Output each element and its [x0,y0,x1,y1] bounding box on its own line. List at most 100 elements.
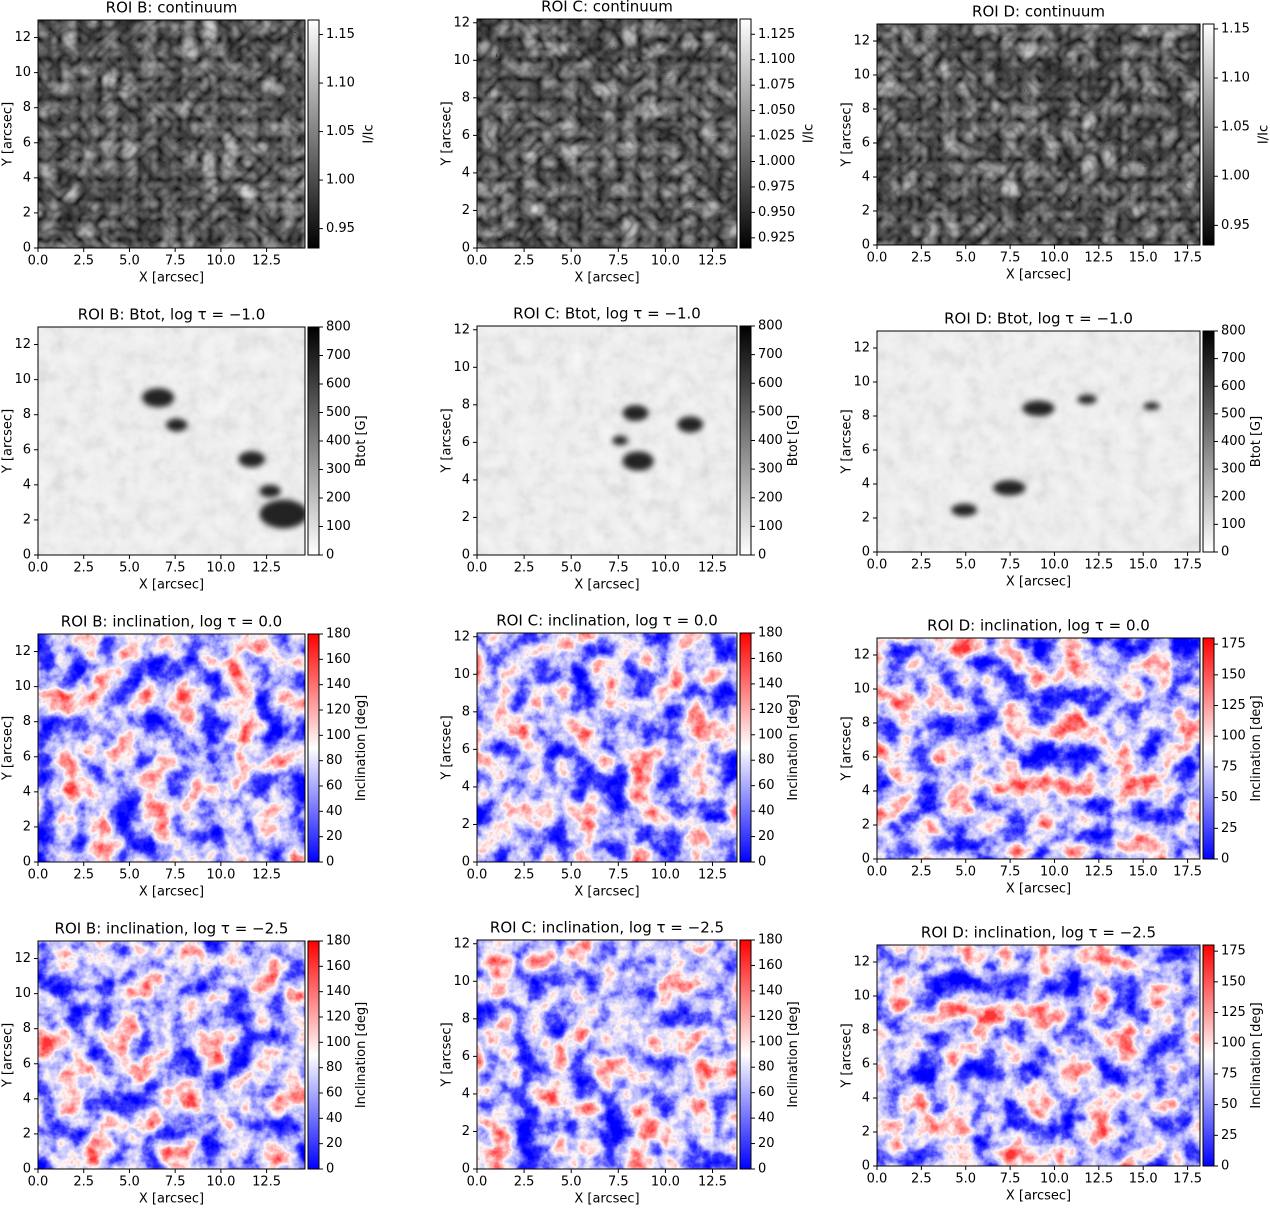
y-tick-label: 6 [862,750,870,765]
x-tick-label: 7.5 [608,561,629,576]
colorbar-tick-label: 1.15 [326,27,355,42]
y-tick-label: 4 [462,165,470,180]
colorbar-tick-label: 200 [758,490,783,505]
axes-frame [37,19,306,249]
x-tick-label: 0.0 [28,868,49,883]
y-tick-label: 12 [853,648,870,663]
panel: 0.0 2.5 5.0 7.5 10.0 12.5 0 2 4 6 8 10 12 X [arcsec] Y… [440,612,801,900]
panel-title: ROI D: continuum [972,3,1105,21]
field-concentration [622,451,654,471]
y-tick-label: 10 [14,986,31,1001]
y-tick-label: 10 [853,375,870,390]
field-concentration [238,451,265,468]
image [38,20,305,248]
y-tick-label: 10 [453,360,470,375]
x-axis-label: X [arcsec] [139,1192,204,1207]
colorbar [1202,637,1215,860]
x-tick-label: 15.0 [1129,1172,1158,1187]
y-tick-label: 2 [462,817,470,832]
colorbar-tick-label: 100 [758,727,783,742]
x-axis-label: X [arcsec] [139,885,204,900]
x-tick-label: 2.5 [73,561,94,576]
colorbar-tick-label: 500 [758,404,783,419]
colorbar-tick-label: 800 [326,320,351,335]
colorbar-label: Inclination [deg] [1249,1002,1264,1108]
y-tick-label: 0 [462,548,470,563]
x-tick-label: 7.5 [608,1175,629,1190]
y-tick-label: 8 [23,407,31,422]
colorbar-tick-label: 0 [1221,545,1229,560]
x-tick-label: 10.0 [651,1175,680,1190]
colorbar-tick-label: 20 [758,1136,775,1151]
y-tick-label: 8 [462,1011,470,1026]
y-tick-label: 6 [23,442,31,457]
colorbar-tick-label: 125 [1221,1005,1246,1020]
x-tick-label: 17.5 [1173,1172,1202,1187]
colorbar-tick-label: 1.050 [758,103,795,118]
y-tick-label: 10 [14,372,31,387]
y-tick-label: 2 [462,203,470,218]
colorbar-tick-label: 140 [758,676,783,691]
colorbar-tick-label: 200 [326,491,351,506]
x-axis-label: X [arcsec] [1006,1189,1071,1204]
axes-frame [476,325,738,556]
colorbar-tick-label: 700 [1221,351,1246,366]
x-axis-label: X [arcsec] [574,1192,639,1207]
x-axis-label: X [arcsec] [139,271,204,286]
colorbar-label: Btot [G] [786,415,801,466]
y-tick-label: 8 [862,102,870,117]
colorbar-label: Inclination [deg] [1249,695,1264,801]
x-tick-label: 5.0 [561,254,582,269]
colorbar-tick-label: 0 [326,1162,334,1177]
y-tick-label: 12 [853,341,870,356]
x-tick-label: 2.5 [514,868,535,883]
x-tick-label: 12.5 [252,1175,281,1190]
colorbar-tick-label: 125 [1221,698,1246,713]
colorbar-tick-label: 200 [1221,489,1246,504]
colorbar-tick-label: 80 [326,753,343,768]
colorbar-tick-label: 60 [758,778,775,793]
x-tick-label: 0.0 [467,868,488,883]
image [477,633,737,862]
y-tick-label: 6 [862,443,870,458]
x-tick-label: 5.0 [955,1172,976,1187]
y-tick-label: 8 [462,90,470,105]
colorbar-label: Inclination [deg] [354,695,369,801]
x-tick-label: 7.5 [165,1175,186,1190]
y-axis-label: Y [arcsec] [1,409,16,474]
y-axis-label: Y [arcsec] [840,102,855,167]
colorbar-tick-label: 1.05 [326,124,355,139]
field-concentration [1022,400,1055,417]
y-axis-label: Y [arcsec] [440,101,455,166]
x-tick-label: 2.5 [73,1175,94,1190]
y-axis-label: Y [arcsec] [440,715,455,780]
y-tick-label: 10 [853,682,870,697]
image [877,331,1200,552]
y-tick-label: 4 [862,170,870,185]
colorbar-tick-label: 1.05 [1221,120,1250,135]
y-axis-label: Y [arcsec] [1,1023,16,1088]
panel: 0.0 2.5 5.0 7.5 10.0 12.5 15.0 17.5 0 2 4 6 8 10 12 X [… [840,617,1264,897]
colorbar-tick-label: 500 [1221,406,1246,421]
colorbar-tick-label: 400 [758,433,783,448]
panel: 0.0 2.5 5.0 7.5 10.0 12.5 0 2 4 6 8 10 12 X [arcsec] Y… [440,0,817,286]
x-tick-label: 5.0 [955,865,976,880]
colorbar-tick-label: 80 [758,1060,775,1075]
colorbar-tick-label: 1.125 [758,27,795,42]
panel: 0.0 2.5 5.0 7.5 10.0 12.5 15.0 17.5 0 2 4 6 8 10 12 X [… [840,310,1264,590]
y-tick-label: 4 [23,1091,31,1106]
colorbar-tick-label: 40 [326,804,343,819]
colorbar [1202,330,1215,553]
y-tick-label: 12 [853,955,870,970]
y-tick-label: 2 [862,204,870,219]
y-tick-label: 2 [862,511,870,526]
colorbar-tick-label: 180 [326,934,351,949]
image [877,945,1200,1166]
colorbar-tick-label: 100 [326,1035,351,1050]
y-tick-label: 0 [862,545,870,560]
colorbar-tick-label: 800 [1221,324,1246,339]
colorbar-tick-label: 100 [758,519,783,534]
colorbar-tick-label: 140 [758,983,783,998]
colorbar-tick-label: 120 [326,703,351,718]
